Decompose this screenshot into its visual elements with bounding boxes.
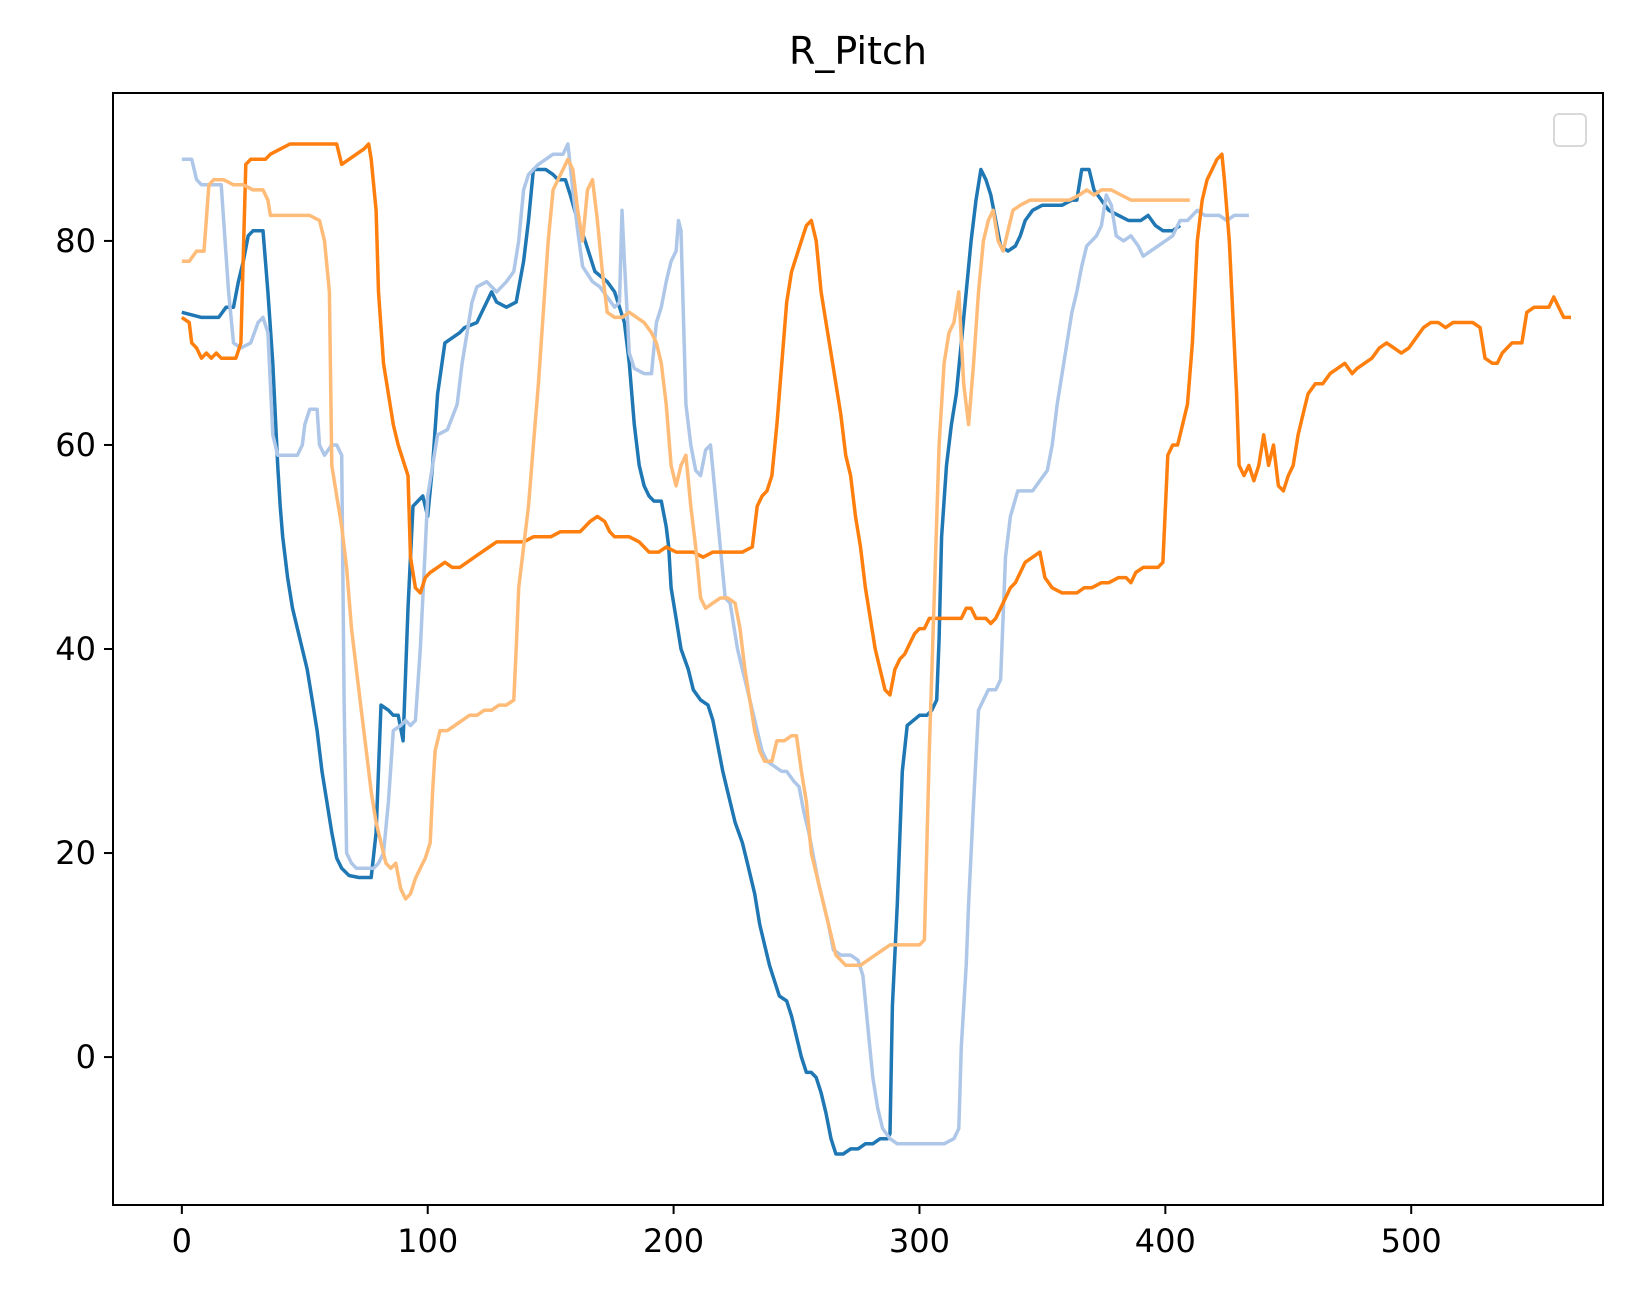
y-tick-label: 0 bbox=[76, 1038, 96, 1076]
series-line-4 bbox=[181, 157, 1190, 968]
y-axis: 0 20 40 60 80 bbox=[55, 222, 113, 1076]
series-line-2 bbox=[181, 142, 1249, 1146]
y-tick-label: 60 bbox=[55, 426, 96, 464]
legend-box bbox=[1553, 113, 1587, 147]
y-tick-label: 20 bbox=[55, 834, 96, 872]
plot-frame bbox=[112, 92, 1604, 1206]
x-tick-label: 200 bbox=[643, 1222, 704, 1260]
x-tick-label: 500 bbox=[1381, 1222, 1442, 1260]
y-tick-label: 40 bbox=[55, 630, 96, 668]
x-tick-label: 100 bbox=[397, 1222, 458, 1260]
x-tick-label: 400 bbox=[1135, 1222, 1196, 1260]
x-tick-label: 0 bbox=[172, 1222, 192, 1260]
series-line-1 bbox=[181, 167, 1182, 1156]
x-tick-label: 300 bbox=[889, 1222, 950, 1260]
x-axis: 0 100 200 300 400 500 bbox=[172, 1205, 1442, 1260]
y-tick-label: 80 bbox=[55, 222, 96, 260]
chart-title: R_Pitch bbox=[789, 29, 927, 73]
series-line-3 bbox=[180, 142, 1571, 697]
series-layer bbox=[180, 142, 1571, 1156]
